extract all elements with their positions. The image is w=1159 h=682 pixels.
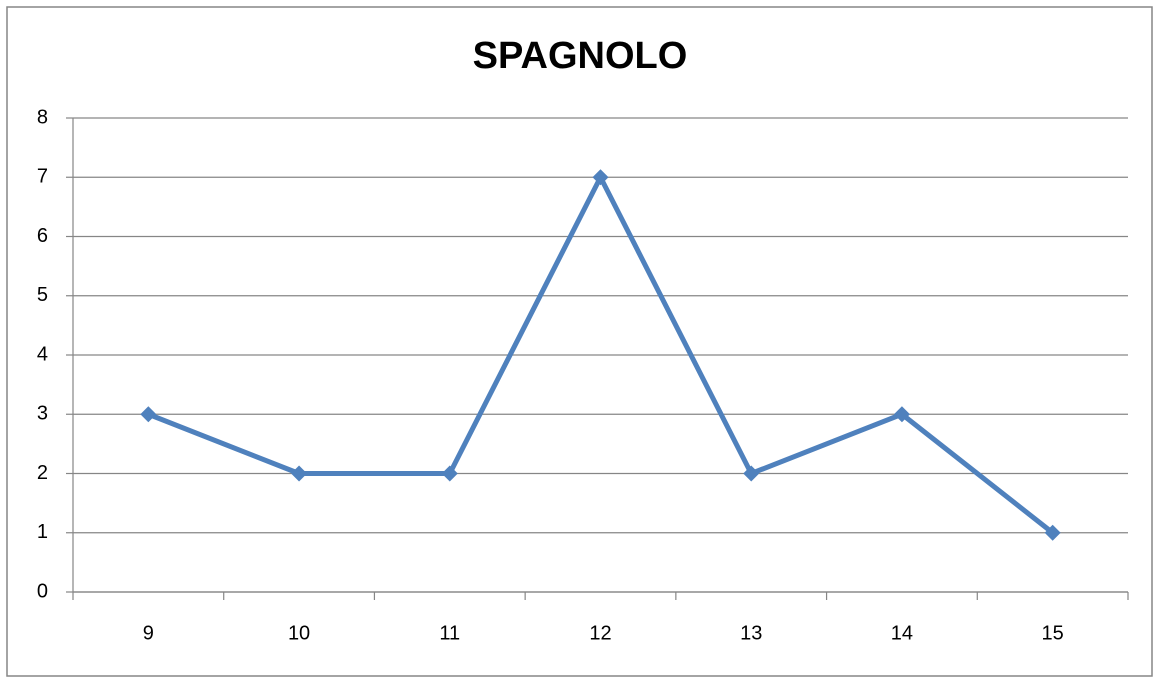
x-tick-label: 14: [891, 622, 913, 644]
x-tick-label: 11: [439, 622, 460, 644]
y-tick-label: 4: [37, 343, 48, 365]
chart-title: SPAGNOLO: [473, 35, 688, 77]
data-marker: [140, 406, 157, 423]
data-marker: [592, 169, 609, 186]
chart-border: [6, 6, 1153, 677]
y-tick-label: 7: [37, 166, 48, 188]
y-tick-label: 8: [37, 106, 48, 128]
data-marker: [893, 406, 910, 423]
x-tick-label: 12: [589, 622, 611, 644]
x-tick-label: 9: [143, 622, 154, 644]
y-tick-label: 3: [37, 403, 48, 425]
y-tick-label: 6: [37, 225, 48, 247]
x-tick-label: 15: [1042, 622, 1064, 644]
x-tick-label: 13: [740, 622, 762, 644]
data-marker: [743, 465, 760, 482]
data-marker: [1044, 524, 1061, 541]
data-marker: [291, 465, 308, 482]
y-tick-label: 2: [37, 462, 48, 484]
x-tick-label: 10: [288, 622, 310, 644]
y-tick-label: 0: [37, 580, 48, 602]
y-tick-label: 1: [37, 521, 48, 543]
y-tick-label: 5: [37, 284, 48, 306]
data-marker: [441, 465, 458, 482]
